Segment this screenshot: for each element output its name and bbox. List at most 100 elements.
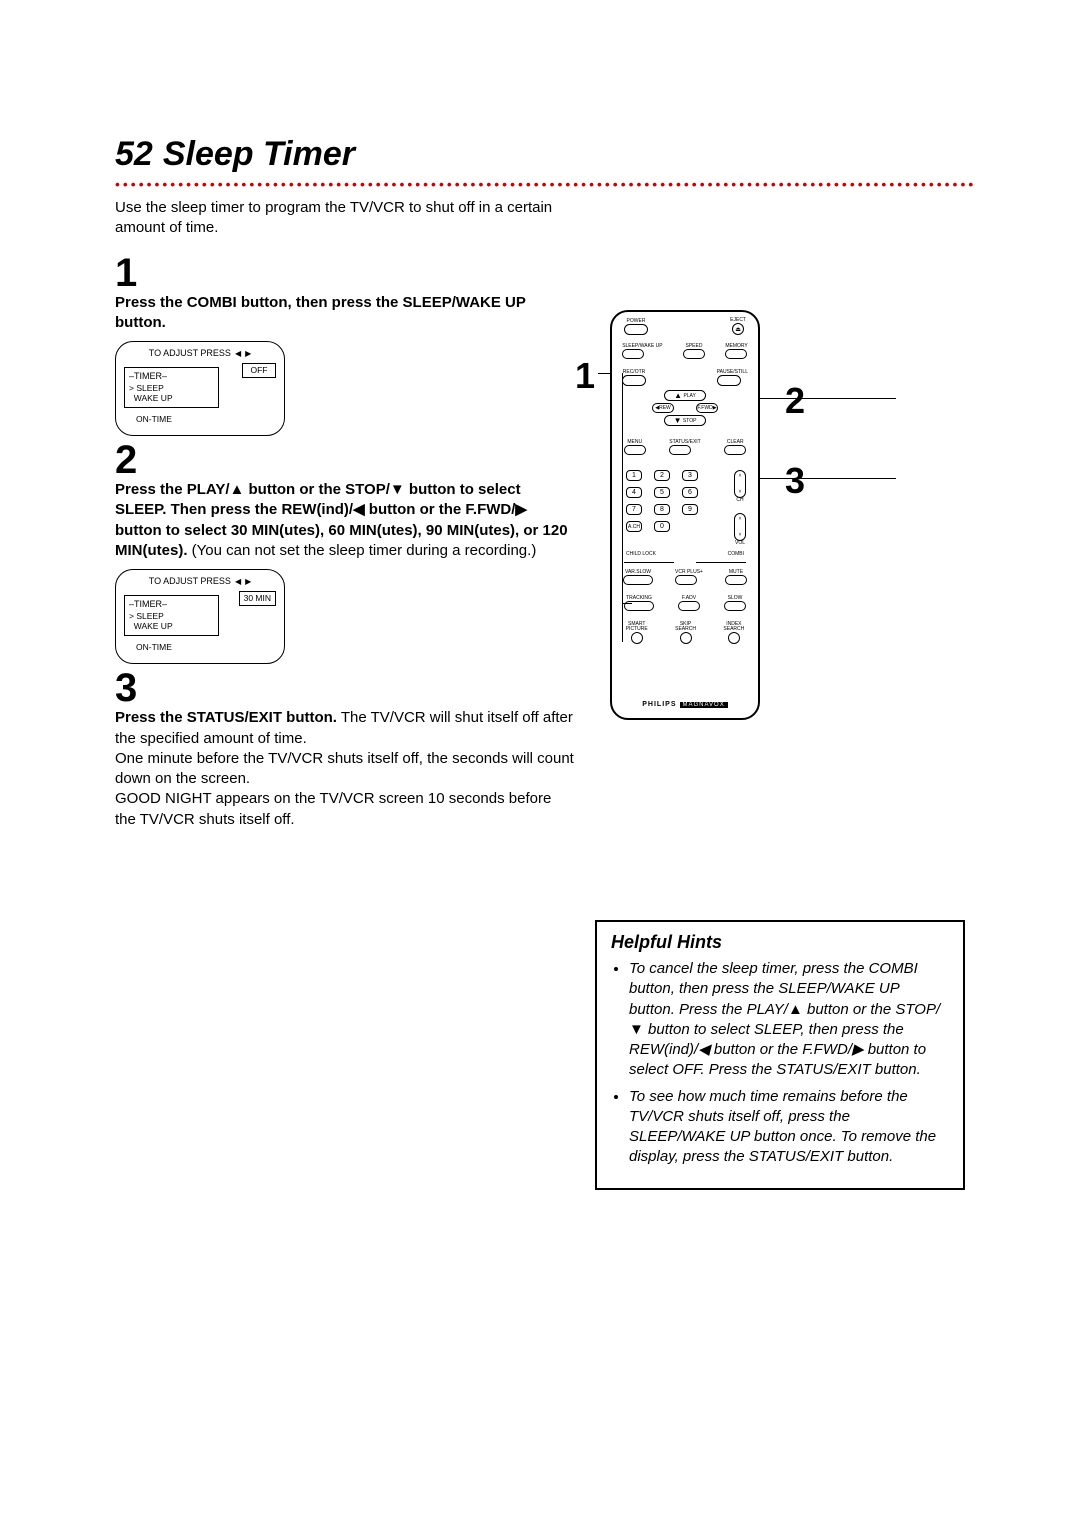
osd-timer-box: –TIMER– > SLEEP WAKE UP [124, 595, 219, 636]
vol-label: VOL [734, 541, 746, 546]
pause-label: PAUSE/STILL [717, 370, 748, 375]
rew-label: REW [659, 405, 671, 411]
right-arrow-icon [245, 576, 251, 587]
down-arrow-icon [674, 416, 682, 425]
step-2-rest: (You can not set the sleep timer during … [188, 542, 537, 559]
tracking-label: TRACKING [624, 596, 654, 601]
brand-row: PHILIPS MAGNAVOX [612, 701, 758, 708]
num-4-button[interactable]: 4 [626, 487, 642, 498]
smart-label: SMART PICTURE [626, 622, 648, 632]
osd-ontime: ON-TIME [136, 414, 172, 424]
ffwd-button[interactable]: F.FWD ▶ [696, 403, 718, 413]
num-6-button[interactable]: 6 [682, 487, 698, 498]
left-arrow-icon [235, 576, 241, 587]
fadv-label: F.ADV [678, 596, 700, 601]
speed-button[interactable] [683, 349, 705, 359]
power-button[interactable] [624, 324, 648, 335]
vcrplus-button[interactable] [675, 575, 697, 585]
fadv-button[interactable] [678, 601, 700, 611]
osd-header: TO ADJUST PRESS [149, 576, 231, 587]
combi-label: COMBI [728, 552, 744, 557]
stop-button[interactable]: STOP [664, 415, 706, 426]
power-label: POWER [624, 319, 648, 324]
step-3-text: Press the STATUS/EXIT button. The TV/VCR… [115, 708, 575, 749]
step-3-line3: GOOD NIGHT appears on the TV/VCR screen … [115, 789, 575, 830]
dotted-rule: ••••••••••••••••••••••••••••••••••••••••… [115, 176, 975, 192]
pause-button[interactable] [717, 375, 741, 386]
callout-1-hline [622, 603, 632, 604]
skip-button[interactable] [680, 632, 692, 644]
memory-button[interactable] [725, 349, 747, 359]
speed-label: SPEED [683, 344, 705, 349]
slow-button[interactable] [724, 601, 746, 611]
osd-wakeup: WAKE UP [134, 621, 173, 631]
ch-rocker[interactable]: ˄˅ [734, 470, 746, 498]
step-1-number: 1 [115, 253, 595, 293]
stop-label: STOP [683, 418, 697, 424]
ffwd-label: F.FWD [697, 405, 712, 411]
rew-button[interactable]: ◀ REW [652, 403, 674, 413]
rec-button[interactable] [622, 375, 646, 386]
memory-label: MEMORY [725, 344, 747, 349]
eject-label: EJECT [730, 318, 746, 323]
page-title: Sleep Timer [163, 135, 355, 174]
slow-label: SLOW [724, 596, 746, 601]
menu-button[interactable] [624, 445, 646, 455]
separator-line [624, 562, 674, 563]
separator-line [696, 562, 746, 563]
play-button[interactable]: PLAY [664, 390, 706, 401]
brand-magnavox: MAGNAVOX [680, 702, 728, 708]
num-0-button[interactable]: 0 [654, 521, 670, 532]
varslow-button[interactable] [623, 575, 653, 585]
clear-button[interactable] [724, 445, 746, 455]
up-arrow-icon [674, 391, 682, 400]
num-8-button[interactable]: 8 [654, 504, 670, 515]
step-3-number: 3 [115, 668, 595, 708]
num-5-button[interactable]: 5 [654, 487, 670, 498]
osd-value-2: 30 MIN [239, 591, 276, 606]
callout-1-vline [622, 373, 623, 603]
index-button[interactable] [728, 632, 740, 644]
play-label: PLAY [683, 393, 695, 399]
remote-illustration: 1 2 3 POWER EJECT ⏏ SLEEP/WAKE UP SPEED … [610, 310, 770, 730]
step-2-number: 2 [115, 440, 595, 480]
num-1-button[interactable]: 1 [626, 470, 642, 481]
vcrplus-label: VCR PLUS+ [675, 570, 703, 575]
hint-item: To see how much time remains before the … [629, 1087, 949, 1168]
osd-sleep: SLEEP [136, 611, 163, 621]
vol-rocker[interactable]: ˄˅ [734, 513, 746, 541]
smart-button[interactable] [631, 632, 643, 644]
mute-label: MUTE [725, 570, 747, 575]
eject-button[interactable]: ⏏ [732, 323, 744, 335]
page-header: 52 Sleep Timer [115, 135, 975, 174]
status-exit-button[interactable] [669, 445, 691, 455]
num-2-button[interactable]: 2 [654, 470, 670, 481]
callout-3: 3 [785, 460, 805, 502]
sleep-button[interactable] [622, 349, 644, 359]
osd-wakeup: WAKE UP [134, 393, 173, 403]
num-9-button[interactable]: 9 [682, 504, 698, 515]
osd-box-2: TO ADJUST PRESS –TIMER– > SLEEP WAKE UP … [115, 569, 285, 664]
mute-button[interactable] [725, 575, 747, 585]
left-arrow-icon [235, 348, 241, 359]
ach-button[interactable]: A.CH [626, 521, 642, 532]
osd-ontime: ON-TIME [136, 642, 172, 652]
osd-timer-label: –TIMER– [129, 371, 214, 382]
osd-value-1: OFF [242, 363, 276, 378]
num-7-button[interactable]: 7 [626, 504, 642, 515]
intro-text: Use the sleep timer to program the TV/VC… [115, 198, 585, 239]
brand-philips: PHILIPS [642, 701, 676, 708]
varslow-label: VAR.SLOW [623, 570, 653, 575]
step-3-bold: Press the STATUS/EXIT button. [115, 709, 337, 726]
status-label: STATUS/EXIT [669, 440, 700, 445]
osd-header: TO ADJUST PRESS [149, 348, 231, 359]
childlock-label: CHILD LOCK [626, 552, 656, 557]
recotr-label: REC/OTR [622, 370, 646, 375]
sleep-label: SLEEP/WAKE UP [622, 344, 662, 349]
hints-list: To cancel the sleep timer, press the COM… [611, 959, 949, 1168]
num-3-button[interactable]: 3 [682, 470, 698, 481]
helpful-hints-box: Helpful Hints To cancel the sleep timer,… [595, 920, 965, 1190]
step-2-text: Press the PLAY/▲ button or the STOP/▼ bu… [115, 480, 575, 561]
hint-item: To cancel the sleep timer, press the COM… [629, 959, 949, 1081]
step-1-text: Press the COMBI button, then press the S… [115, 293, 575, 334]
